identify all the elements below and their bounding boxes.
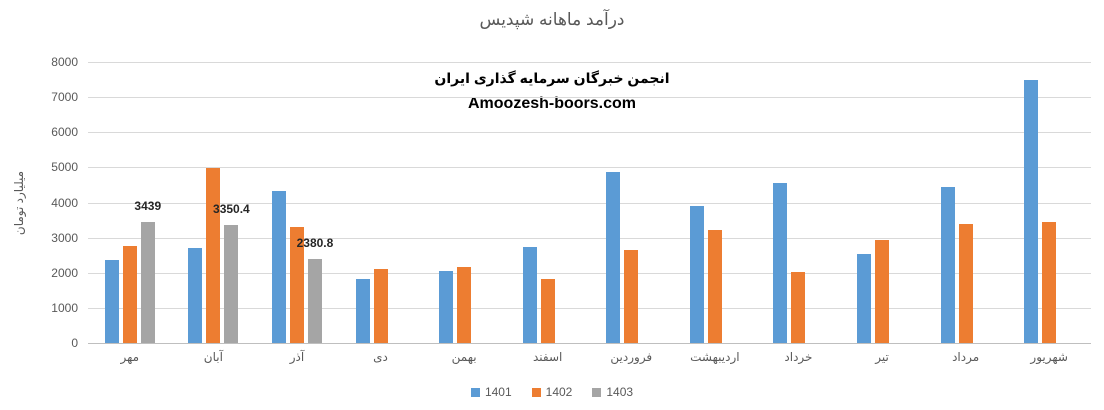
gridline [88,97,1091,99]
bar-1402 [875,240,890,343]
data-label: 3350.4 [213,202,250,217]
data-label: 2380.8 [296,236,334,251]
legend-swatch-1402 [531,387,541,397]
x-axis-label: اسفند [533,350,563,364]
bar-1401 [355,279,370,343]
y-tick-label: 7000 [51,90,78,105]
bar-1401 [857,254,872,343]
legend-entry-1403: 1403 [592,385,633,399]
bar-1403 [307,259,322,343]
bar-1402 [707,230,722,343]
x-axis-label: اردیبهشت [690,350,740,364]
legend-label-1402: 1402 [545,385,573,399]
bar-1402 [373,268,388,343]
legend: 1401 1402 1403 [0,385,1104,399]
legend-entry-1401: 1401 [470,385,512,399]
bar-1401 [439,270,454,343]
watermark-line1: انجمن خبرگان سرمایه گذاری ایران [434,70,670,86]
gridline [88,307,1091,309]
gridline [88,62,1091,63]
bar-1402 [624,250,639,343]
y-tick-label: 3000 [51,230,78,245]
bar-1402 [1042,221,1057,343]
x-axis-label: مهر [120,350,140,364]
bar-1401 [188,247,203,343]
x-axis-label: آذر [289,350,305,364]
x-axis-label: شهریور [1030,350,1068,364]
bar-1402 [122,246,137,343]
gridline [88,167,1091,169]
gridline [88,272,1091,274]
legend-swatch-1401 [470,387,480,397]
bar-1401 [522,247,537,343]
gridline [88,132,1091,134]
y-tick-label: 6000 [51,125,78,140]
y-tick-label: 1000 [51,300,78,315]
bar-1402 [206,168,221,343]
x-axis-line [88,343,1091,344]
x-axis-label: تیر [875,350,889,364]
data-label: 3439 [134,199,162,214]
legend-swatch-1403 [592,387,602,397]
y-tick-label: 2000 [51,265,78,280]
gridline [88,237,1091,239]
bar-1402 [289,227,304,343]
bar-1402 [540,278,555,343]
legend-entry-1402: 1402 [531,385,573,399]
watermark-line2: Amoozesh-boors.com [467,95,636,112]
bar-1402 [457,267,472,343]
legend-label-1403: 1403 [606,385,634,399]
bar-1401 [689,206,704,343]
bar-1401 [271,190,286,343]
y-tick-label: 4000 [51,195,78,210]
bar-1401 [1024,80,1039,343]
bar-1401 [940,187,955,343]
x-axis-label: مرداد [952,350,980,364]
bar-1402 [791,271,806,343]
bar-1403 [224,225,239,343]
x-axis-label: دی [373,350,388,364]
y-tick-label: 8000 [51,55,78,69]
y-tick-label: 0 [71,336,78,350]
bar-1402 [958,224,973,343]
bar-1401 [773,182,788,343]
bar-1403 [140,222,155,343]
legend-label-1401: 1401 [484,385,512,399]
bar-1401 [606,171,621,343]
bar-1401 [104,260,119,343]
x-axis-label: بهمن [451,350,477,364]
x-axis-label: خرداد [784,350,813,364]
x-axis-label: فروردین [610,350,653,364]
gridline [88,202,1091,204]
y-tick-label: 5000 [51,160,78,175]
x-axis-label: آبان [203,350,223,364]
chart-title: درآمد ماهانه شپدیس [479,10,625,29]
